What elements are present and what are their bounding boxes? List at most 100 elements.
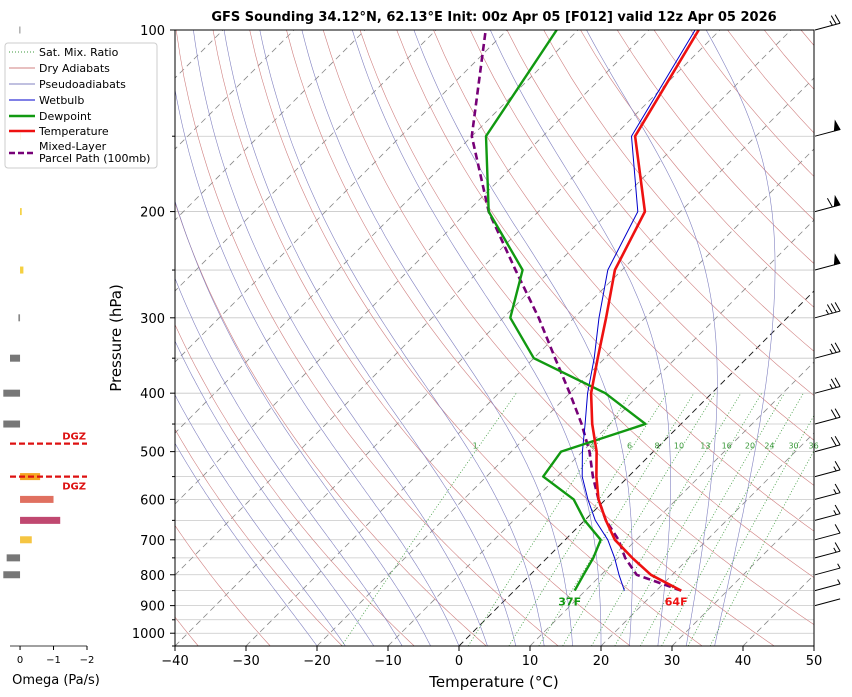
- dry-adiabat: [175, 30, 559, 646]
- wind-barb-feather: [833, 547, 837, 553]
- dry-adiabat: [800, 30, 814, 46]
- wind-barb: [814, 563, 841, 576]
- legend: Sat. Mix. Ratio Dry Adiabats Pseudoadiab…: [4, 42, 158, 169]
- legend-label-sat-mix-ratio: Sat. Mix. Ratio: [39, 46, 119, 59]
- dry-adiabat: [175, 525, 271, 646]
- x-tick-label: −30: [232, 654, 259, 669]
- omega-bar: [20, 516, 61, 524]
- pseudoadiabat: [175, 394, 346, 646]
- wind-barb: [814, 14, 841, 31]
- legend-parcel-line: Mixed-Layer: [39, 140, 107, 153]
- wind-barb-feather: [834, 14, 841, 24]
- x-axis-label: Temperature (°C): [428, 673, 558, 691]
- isotherm: [813, 645, 814, 646]
- dry-adiabat: [838, 30, 852, 646]
- y-tick-label: 400: [140, 387, 165, 402]
- omega-axis-label: Omega (Pa/s): [12, 673, 100, 688]
- wind-barb-feather: [830, 343, 837, 353]
- mixing-ratio-line: [538, 392, 695, 646]
- omega-bar: [20, 536, 32, 544]
- wind-barb-staff: [814, 550, 841, 559]
- mixing-ratio-line: [562, 392, 716, 646]
- dry-adiabat: [506, 30, 814, 396]
- omega-bar: [20, 266, 24, 274]
- pseudoadiabat: [490, 30, 671, 646]
- surface-annotations: 37F 64F: [558, 596, 687, 609]
- omega-tick-label: −1: [46, 655, 61, 666]
- dry-adiabat: [396, 30, 814, 532]
- dry-adiabat: [543, 30, 814, 352]
- surface-annotation: 64F: [665, 596, 688, 609]
- wind-barb-feather: [830, 378, 837, 388]
- series-dewpoint: [484, 30, 647, 592]
- background-lines: [175, 30, 852, 646]
- surface-annotation: 37F: [558, 596, 581, 609]
- wind-barb-feather: [830, 436, 837, 447]
- omega-tick-label: 0: [17, 655, 23, 666]
- wind-barb-feather: [834, 483, 841, 493]
- wind-barb-staff: [814, 350, 841, 359]
- x-tick-label: 40: [735, 654, 752, 669]
- wind-barb-feather: [834, 542, 841, 552]
- pseudoadiabat: [193, 30, 488, 646]
- legend-label-wetbulb: Wetbulb: [39, 94, 84, 107]
- isotherm: [175, 30, 366, 221]
- series-wetbulb: [581, 30, 696, 591]
- wind-barb-feather: [829, 348, 833, 354]
- y-axis-label: Pressure (hPa): [107, 284, 125, 392]
- isotherm: [245, 77, 814, 646]
- pseudoadiabat: [586, 30, 718, 646]
- wind-barb-feather: [825, 309, 829, 315]
- omega-bar: [20, 208, 22, 216]
- mixing-ratio-line: [341, 392, 517, 646]
- wind-barb-flag: [833, 253, 841, 266]
- wind-barb-staff: [814, 567, 841, 576]
- wind-barb: [814, 253, 841, 271]
- mixing-ratio-label: 6: [627, 442, 632, 451]
- series-temperature: [589, 30, 700, 592]
- wind-barb-feather: [833, 510, 837, 515]
- y-tick-label: 300: [140, 312, 165, 327]
- legend-box: [4, 42, 158, 169]
- pseudoadiabat: [175, 200, 431, 646]
- mixing-ratio-label: 1: [473, 442, 478, 451]
- wind-barb-feather: [834, 408, 841, 418]
- mixing-ratio-label: 30: [788, 442, 798, 451]
- x-tick-label: 10: [522, 654, 539, 669]
- y-tick-label: 500: [140, 446, 165, 461]
- wind-barb-staff: [814, 385, 841, 394]
- wind-barb-feather: [834, 342, 841, 352]
- sounding-profiles: [470, 30, 700, 592]
- pseudoadiabat: [352, 30, 602, 646]
- mixing-ratio-line: [709, 450, 814, 646]
- mixing-ratio-label: 24: [764, 442, 774, 451]
- dry-adiabat: [433, 30, 814, 486]
- wind-barb-feather: [830, 409, 837, 419]
- mixing-ratio-label: 16: [722, 442, 732, 451]
- mixing-ratio-label: 13: [700, 442, 710, 451]
- zero-isotherm: [458, 290, 814, 646]
- omega-bar: [18, 314, 21, 322]
- x-tick-label: −20: [303, 654, 330, 669]
- mixing-ratio-line: [591, 392, 742, 646]
- wind-barb: [814, 460, 841, 478]
- wind-barb-feather: [826, 198, 833, 208]
- wind-barb-feather: [826, 304, 833, 314]
- wind-barb-feather: [837, 563, 841, 569]
- mixing-ratio-line: [508, 392, 668, 646]
- wind-barb: [814, 377, 841, 394]
- mixing-ratio-label: 4: [590, 442, 595, 451]
- omega-bar: [20, 495, 54, 503]
- dry-adiabat: [175, 201, 487, 646]
- isotherm: [175, 30, 579, 434]
- mixing-ratio-labels: 1 4 6 8 10 13 16 20 24 30 36: [473, 442, 819, 451]
- omega-tick-label: −2: [80, 655, 95, 666]
- pseudoadiabat: [175, 340, 375, 646]
- wind-barb-staff: [814, 513, 841, 521]
- chart-title: GFS Sounding 34.12°N, 62.13°E Init: 00z …: [211, 10, 776, 25]
- wind-barb-staff: [814, 492, 841, 500]
- dry-adiabat: [322, 30, 814, 625]
- wind-barb-staff: [814, 22, 841, 31]
- dry-adiabat: [286, 30, 775, 646]
- wind-barb-feather: [834, 435, 841, 446]
